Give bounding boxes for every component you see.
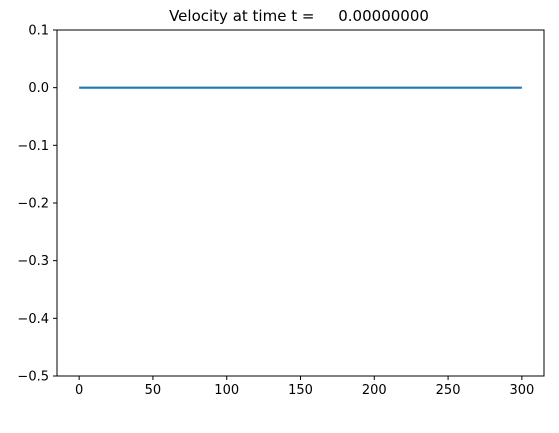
y-tick-label: −0.1 [17,139,49,154]
x-tick-label: 100 [214,383,239,398]
x-tick-label: 150 [288,383,313,398]
y-tick-label: −0.4 [17,312,49,327]
plot-frame [56,29,545,377]
y-tick-label: 0.0 [28,81,49,96]
chart-title: Velocity at time t = 0.00000000 [169,7,429,25]
x-tick-label: 200 [362,383,387,398]
x-tick-label: 50 [145,383,162,398]
x-tick-label: 0 [75,383,83,398]
x-tick-label: 300 [509,383,534,398]
y-tick-label: 0.1 [28,24,49,39]
y-tick-label: −0.5 [17,370,49,385]
x-tick-label: 250 [436,383,461,398]
y-axis: 0.1 0.0 −0.1 −0.2 −0.3 −0.4 −0.5 [17,24,57,385]
x-axis: 0 50 100 150 200 250 300 [75,376,534,398]
y-tick-label: −0.3 [17,254,49,269]
y-tick-label: −0.2 [17,197,49,212]
